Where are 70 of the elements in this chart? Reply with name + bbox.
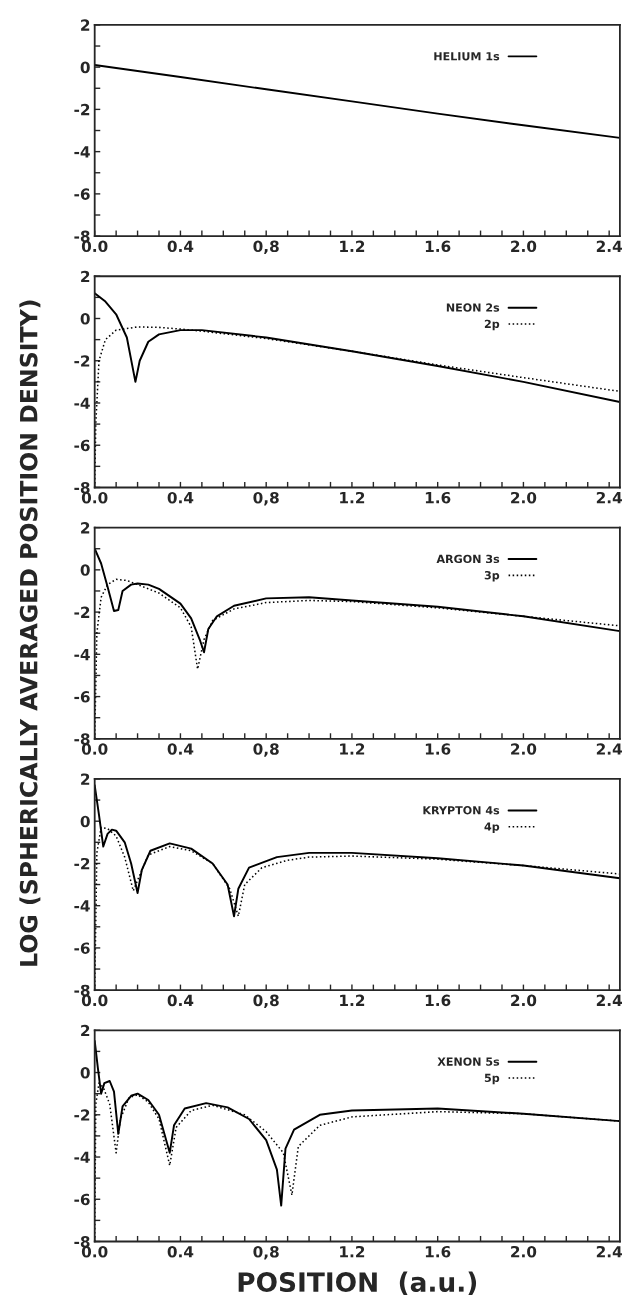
y-tick-label: -2 [74, 857, 90, 870]
x-tick-label: 1.2 [340, 994, 365, 1006]
x-tick-label: 0.4 [167, 240, 194, 253]
y-tick-label: -2 [74, 355, 90, 367]
legend-label: 3p [484, 571, 500, 582]
x-tick-label: 2.0 [511, 240, 537, 253]
x-axis-title: POSITION (a.u.) [238, 1271, 477, 1296]
y-tick-label: -2 [74, 1109, 90, 1121]
x-tick-label: 0,8 [253, 743, 279, 757]
y-tick-label: -6 [74, 942, 90, 954]
x-tick-label: 1.2 [340, 1245, 365, 1258]
x-tick-label: 0,8 [253, 491, 279, 506]
x-tick-label: 2.0 [511, 491, 537, 504]
line-series [94, 64, 620, 139]
x-tick-label: 1.2 [340, 491, 365, 504]
y-tick-label: -4 [74, 1151, 90, 1163]
y-tick-label: -8 [74, 1235, 90, 1248]
x-tick-label: 2.4 [596, 491, 622, 504]
y-tick-label: -6 [74, 691, 90, 703]
x-tick-label: 0.0 [81, 743, 108, 755]
x-tick-label: 2.4 [596, 1245, 622, 1258]
x-tick-label: 2.0 [511, 994, 537, 1007]
x-tick-label: 1.2 [340, 240, 365, 252]
legend-label: XENON 5s [437, 1057, 500, 1066]
y-tick-label: -2 [74, 606, 90, 618]
x-tick-label: 1.6 [425, 1245, 451, 1258]
legend-label: NEON 2s [446, 303, 500, 312]
y-tick-label: -4 [74, 397, 90, 409]
x-tick-label: 0,8 [253, 240, 279, 255]
y-tick-label: -4 [74, 649, 90, 661]
y-tick-label: -8 [74, 481, 90, 494]
x-tick-label: 1.2 [340, 743, 365, 755]
legend-label: 2p [484, 319, 500, 331]
x-tick-label: 1.6 [425, 743, 451, 755]
x-tick-label: 0,8 [253, 1245, 279, 1260]
y-tick-label: 0 [80, 815, 90, 828]
legend-label: ARGON 3s [436, 554, 500, 564]
x-tick-label: 2.4 [596, 240, 622, 252]
x-tick-label: 2.0 [511, 743, 537, 755]
y-tick-label: 0 [80, 564, 90, 576]
x-tick-label: 1.6 [425, 491, 451, 504]
legend-label: 5p [484, 1073, 500, 1085]
y-tick-label: -6 [74, 188, 90, 200]
legend-label: HELIUM 1s [434, 52, 500, 61]
x-tick-label: 2.4 [596, 743, 622, 755]
y-tick-label: 2 [81, 270, 90, 283]
y-tick-label: -6 [74, 439, 90, 452]
y-axis-title: LOG (SPHERICALLY AVERAGED POSITION DENSITY) [19, 300, 41, 966]
x-tick-label: 0.4 [167, 743, 194, 755]
y-tick-label: -6 [74, 1193, 90, 1206]
x-tick-label: 0.4 [167, 994, 194, 1007]
x-tick-label: 2.4 [596, 994, 622, 1006]
x-tick-label: 0.4 [167, 1245, 194, 1258]
y-tick-label: -2 [74, 103, 90, 116]
x-tick-label: 0,8 [253, 994, 279, 1009]
y-tick-label: 2 [81, 1024, 90, 1037]
y-tick-label: -4 [74, 146, 90, 158]
y-tick-label: 0 [80, 1067, 90, 1079]
y-tick-label: 2 [81, 773, 90, 785]
y-tick-label: 2 [81, 522, 90, 534]
y-tick-label: 0 [80, 61, 90, 74]
y-tick-label: 0 [80, 312, 90, 325]
x-tick-label: 2.0 [511, 1245, 537, 1258]
x-tick-label: 1.6 [425, 240, 451, 253]
y-tick-label: 2 [81, 19, 90, 31]
x-tick-label: 0.4 [167, 491, 194, 504]
y-tick-label: -4 [74, 900, 90, 912]
x-tick-label: 1.6 [425, 994, 451, 1007]
legend-label: 4p [484, 822, 500, 833]
legend-label: KRYPTON 4s [423, 806, 500, 815]
